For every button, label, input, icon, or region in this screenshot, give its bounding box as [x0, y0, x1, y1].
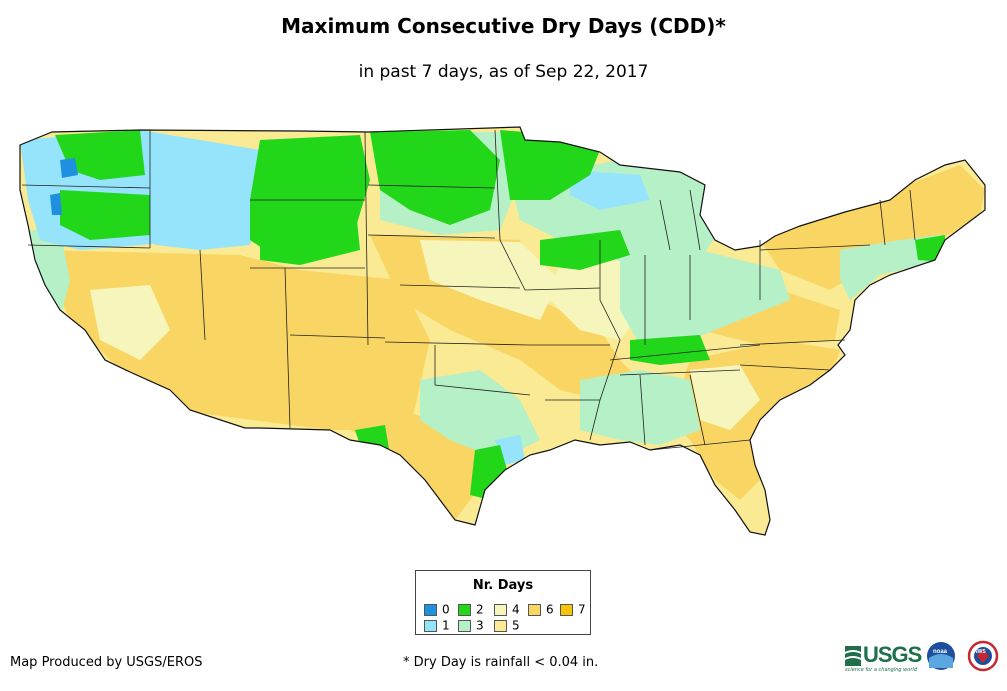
legend-swatch: [458, 619, 471, 632]
legend-item-0: 0: [424, 603, 450, 616]
region-north-dakota-wet: [370, 130, 500, 225]
legend-label: 6: [546, 602, 554, 617]
noaa-logo-text: noaa: [933, 649, 948, 655]
usgs-wave-icon: [845, 646, 861, 666]
region-georgia-pale: [690, 365, 760, 430]
legend-item-2: 2: [458, 603, 484, 616]
map-title: Maximum Consecutive Dry Days (CDD)*: [281, 14, 726, 38]
legend-title: Nr. Days: [472, 578, 534, 593]
region-nevada-pale: [90, 285, 170, 360]
boundary-ms-al: [639, 374, 646, 446]
legend-item-6: 6: [528, 603, 554, 616]
boundary-ok-tx: [434, 345, 531, 396]
legend-label: 5: [512, 618, 520, 633]
region-nebraska-pale: [420, 240, 560, 320]
nws-logo-text: NWS: [974, 649, 986, 655]
region-west-texas-wet: [355, 425, 390, 460]
region-idaho: [150, 160, 260, 250]
boundary-sd-ne: [367, 234, 496, 239]
legend-item-3: 3: [458, 619, 484, 632]
boundary-new-england: [879, 189, 916, 246]
boundary-pa-ny: [759, 244, 871, 251]
boundary-wa-or: [21, 184, 151, 189]
legend-swatch: [560, 603, 573, 616]
boundary-mn-wi: [494, 129, 526, 291]
region-ohio-valley: [620, 250, 790, 345]
legend-label: 4: [512, 602, 520, 617]
legend-label: 7: [578, 602, 586, 617]
boundary-co-ks: [364, 131, 369, 346]
legend-swatch: [494, 603, 507, 616]
boundary-ia-mo: [524, 287, 601, 291]
legend-label: 0: [442, 602, 450, 617]
map-subtitle: in past 7 days, as of Sep 22, 2017: [358, 62, 649, 82]
boundary-az-nm: [289, 334, 386, 339]
boundary-nc-sc: [739, 364, 831, 371]
region-oregon-spot: [50, 193, 62, 215]
region-mid-atlantic: [840, 235, 940, 300]
legend-label: 2: [476, 602, 484, 617]
legend-swatch: [494, 619, 507, 632]
legend-item-7: 7: [560, 603, 586, 616]
region-northeast: [760, 165, 985, 290]
boundary-ky-tn: [609, 344, 761, 361]
usgs-tagline: science for a changing world: [845, 667, 917, 673]
legend-label: 1: [442, 618, 450, 633]
legend-label: 3: [476, 618, 484, 633]
region-mississippi: [580, 370, 700, 445]
boundary-nv-ut: [199, 249, 206, 341]
legend-item-4: 4: [494, 603, 520, 616]
boundary-or-ca: [27, 244, 151, 249]
boundary-mississippi-river: [589, 240, 621, 441]
legend: Nr. Days 0 1 2 3 4 5 6 7: [415, 570, 591, 635]
boundary-tn-al: [619, 369, 741, 376]
boundary-al-ga: [689, 374, 706, 446]
dry-day-footnote: * Dry Day is rainfall < 0.04 in.: [403, 655, 599, 670]
legend-item-5: 5: [494, 619, 520, 632]
region-oregon-wet: [60, 190, 150, 240]
region-tennessee-wet: [630, 335, 710, 365]
region-wyoming-wet: [260, 200, 360, 265]
legend-item-1: 1: [424, 619, 450, 632]
legend-swatch: [424, 603, 437, 616]
region-olympic-spot: [60, 158, 78, 178]
region-washington-wet: [55, 130, 145, 180]
boundary-ga-fl: [649, 439, 751, 451]
map-credit: Map Produced by USGS/EROS: [10, 655, 203, 670]
usgs-logo-text: USGS: [863, 642, 922, 667]
legend-swatch: [528, 603, 541, 616]
boundary-4-corners-ns: [284, 267, 291, 429]
boundary-mi-shore: [659, 189, 701, 251]
noaa-logo-wave: [929, 654, 953, 668]
state-boundaries: [21, 129, 916, 451]
boundary-nd-sd: [367, 184, 496, 189]
boundary-ne-ks: [399, 284, 521, 289]
region-upper-peninsula: [570, 170, 650, 210]
cdd-raster: [20, 127, 985, 535]
boundary-ks-ok: [384, 341, 531, 346]
region-minnesota-wet: [500, 130, 600, 200]
nws-logo-tornado: [977, 649, 989, 663]
legend-swatch: [458, 603, 471, 616]
region-wisconsin-wet: [540, 230, 630, 270]
boundary-va-nc: [739, 339, 846, 346]
logo-graphics: [845, 640, 999, 672]
legend-swatch: [424, 619, 437, 632]
